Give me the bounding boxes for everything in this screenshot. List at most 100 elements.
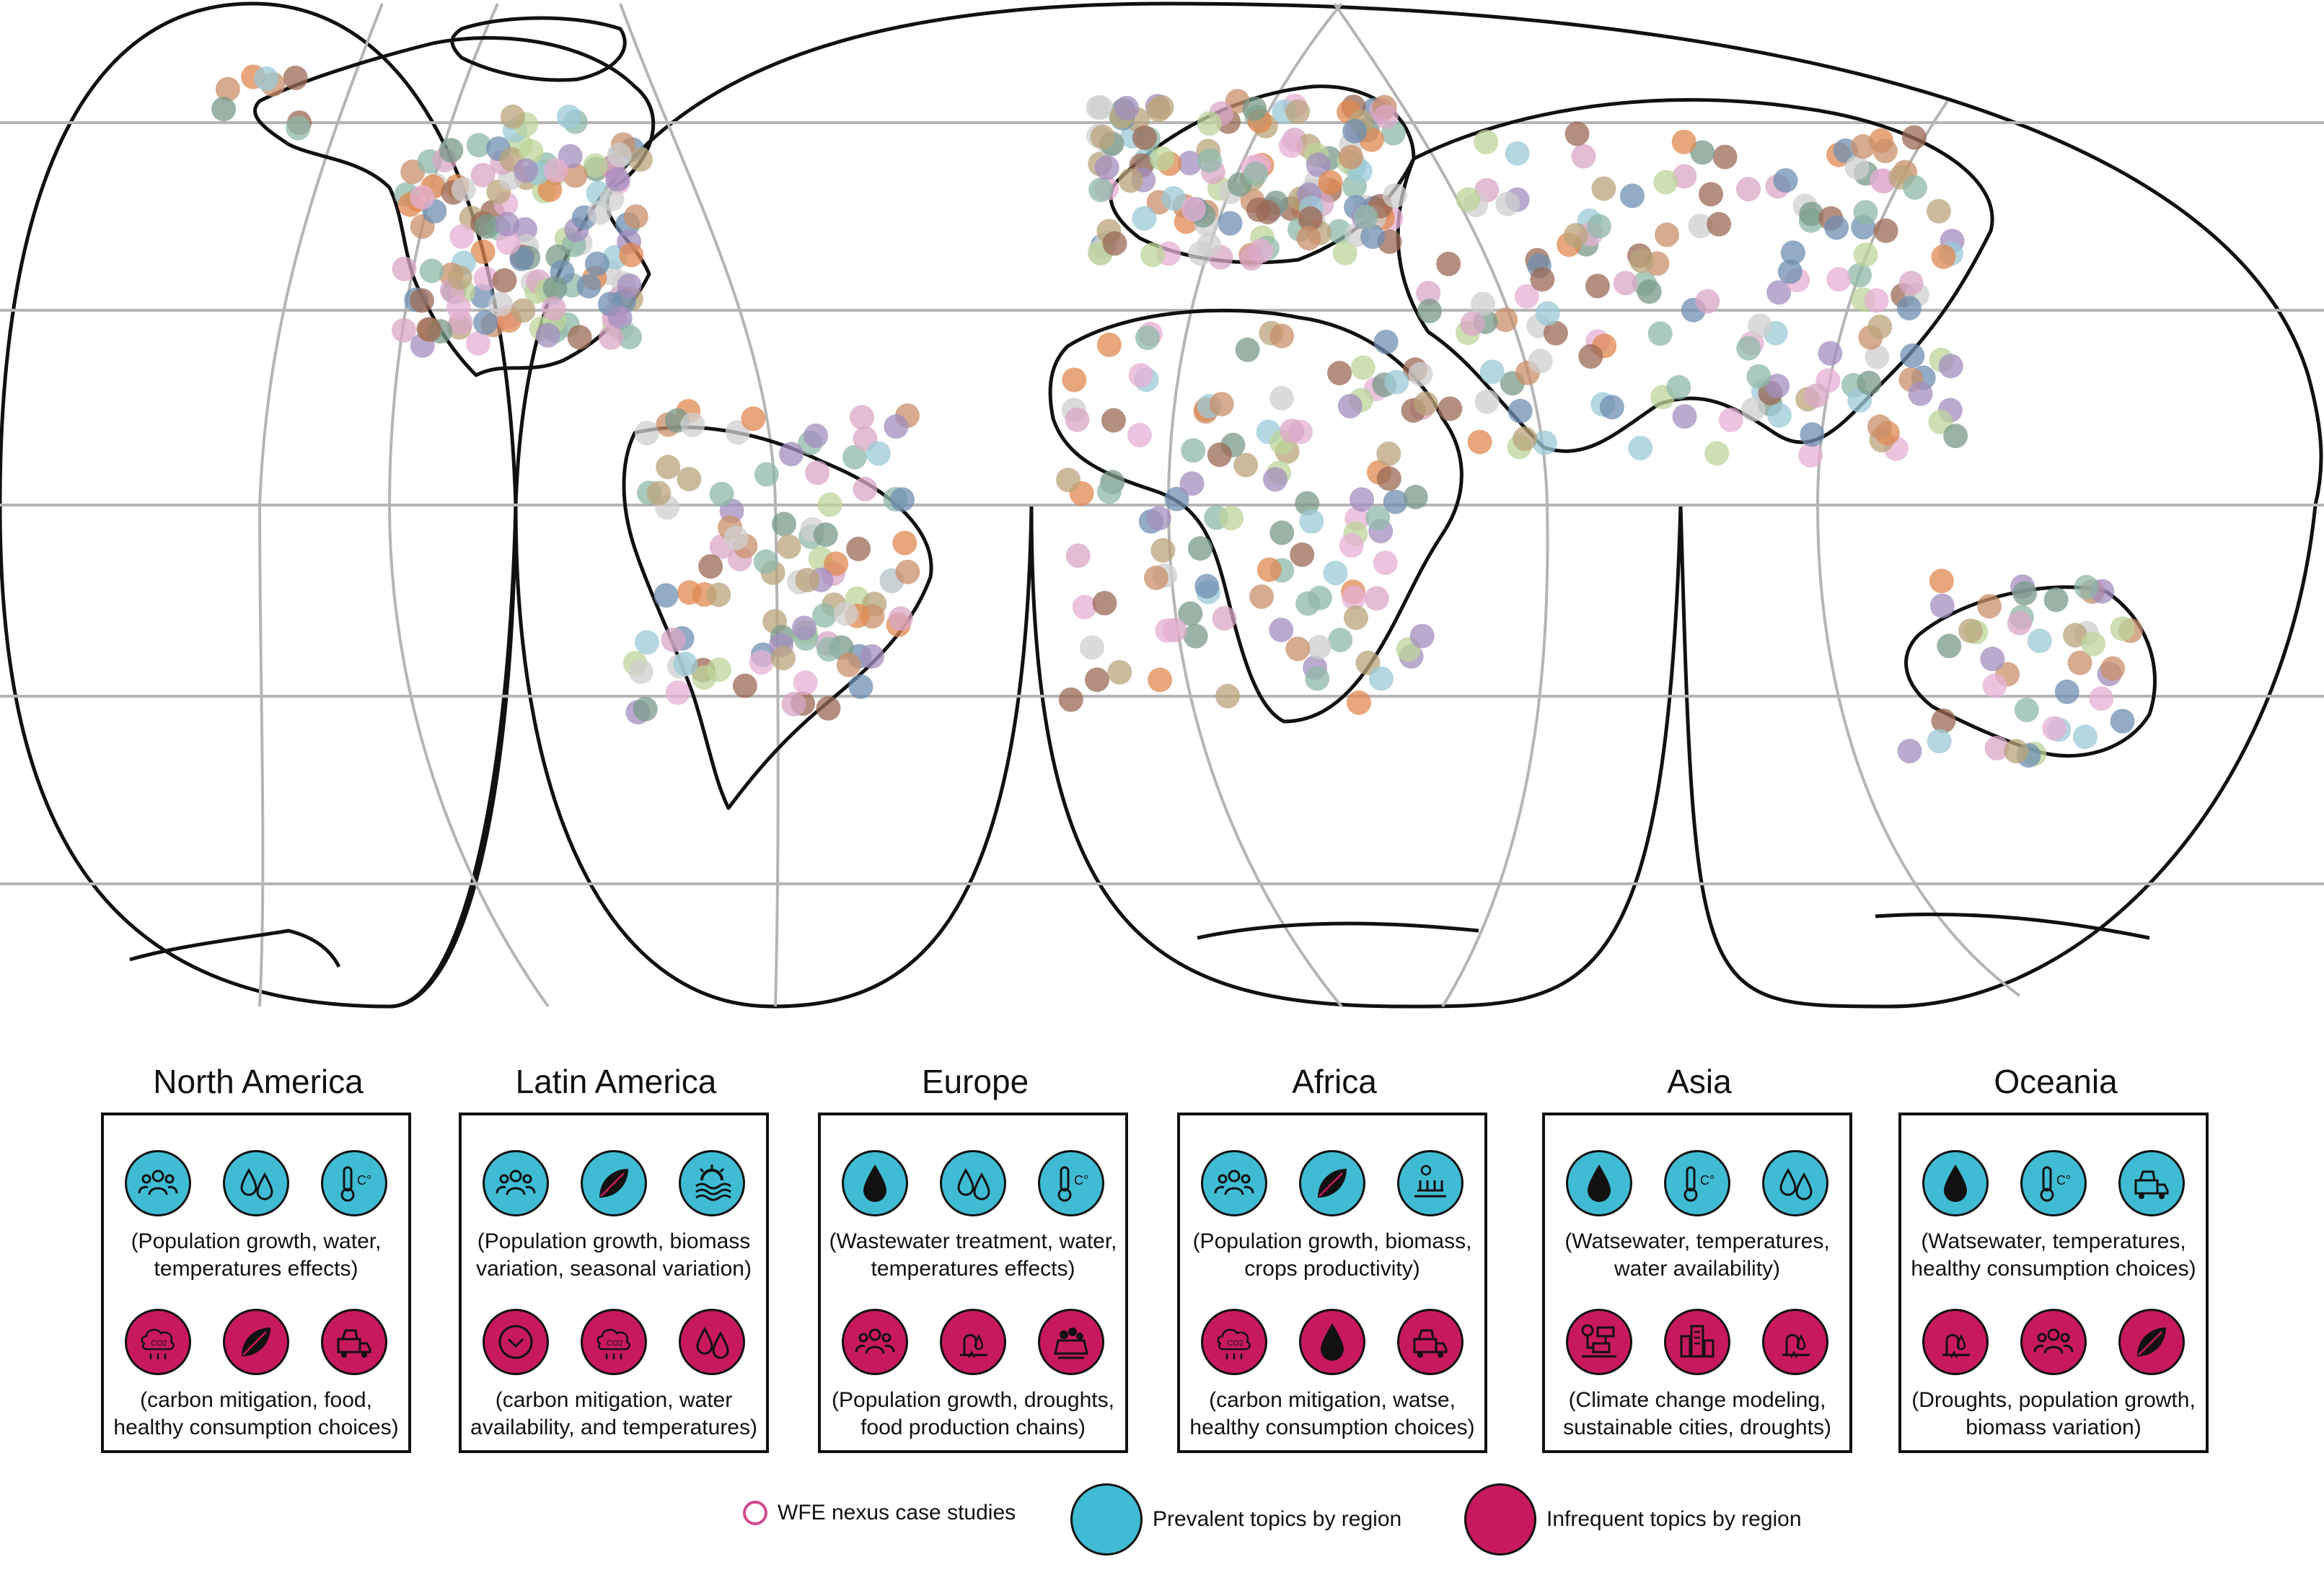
wastewater-drop-icon bbox=[1299, 1309, 1365, 1375]
case-study-point bbox=[2054, 679, 2079, 704]
case-study-point bbox=[1332, 240, 1357, 266]
water-drops-icon bbox=[223, 1150, 289, 1216]
legend: WFE nexus case studies Prevalent topics … bbox=[0, 1483, 2324, 1566]
case-study-point bbox=[1143, 565, 1168, 590]
case-study-point bbox=[1798, 443, 1823, 468]
city-icon bbox=[1664, 1309, 1730, 1375]
population-icon bbox=[842, 1309, 908, 1375]
infrequent-icons bbox=[1545, 1309, 1849, 1375]
case-study-point bbox=[519, 139, 544, 164]
case-study-point bbox=[1269, 618, 1294, 643]
case-study-point bbox=[511, 298, 536, 323]
case-study-point bbox=[2007, 610, 2032, 636]
case-study-point bbox=[1896, 296, 1922, 321]
wastewater-drop-icon bbox=[842, 1150, 908, 1216]
region-panel: North America C° (Population growth, water… bbox=[101, 1061, 415, 1453]
case-study-point bbox=[1342, 118, 1368, 144]
case-study-point bbox=[1927, 729, 1952, 754]
case-study-point bbox=[1342, 585, 1366, 610]
case-study-point bbox=[1376, 441, 1401, 466]
prevalent-swatch bbox=[1070, 1483, 1143, 1556]
case-study-point bbox=[619, 242, 644, 268]
population-icon bbox=[483, 1150, 549, 1216]
case-study-point bbox=[1929, 593, 1955, 618]
case-study-point bbox=[1096, 332, 1122, 357]
case-study-point bbox=[833, 601, 858, 626]
case-study-point bbox=[2110, 708, 2135, 734]
case-study-point bbox=[813, 522, 838, 548]
case-study-point bbox=[812, 603, 837, 628]
case-study-point bbox=[1530, 267, 1555, 292]
case-study-point bbox=[1197, 111, 1222, 136]
case-study-point bbox=[1298, 206, 1323, 231]
case-study-point bbox=[500, 104, 525, 129]
case-study-point bbox=[1984, 735, 2010, 760]
case-study-point bbox=[537, 177, 563, 202]
case-study-point bbox=[1218, 211, 1243, 236]
case-study-point bbox=[850, 405, 874, 430]
case-study-point bbox=[1255, 199, 1280, 224]
region-panel: Latin America (Population growth, biomass… bbox=[459, 1061, 773, 1453]
case-study-point bbox=[1647, 321, 1673, 346]
case-study-point bbox=[2072, 724, 2098, 750]
case-study-point bbox=[1215, 683, 1240, 708]
case-study-point bbox=[1532, 430, 1557, 455]
case-study-point bbox=[665, 680, 690, 706]
case-study-point bbox=[1599, 395, 1624, 420]
region-box: (Population growth, biomass, crops produ… bbox=[1177, 1113, 1487, 1453]
case-study-point bbox=[824, 551, 849, 576]
case-study-point bbox=[890, 487, 915, 512]
prevalent-caption: (Population growth, biomass, crops produ… bbox=[1192, 1229, 1472, 1281]
temperature-icon: C° bbox=[1038, 1150, 1104, 1216]
case-study-point bbox=[895, 559, 920, 584]
case-study-point bbox=[628, 659, 653, 684]
case-study-point bbox=[1403, 484, 1428, 509]
case-study-point bbox=[1155, 618, 1180, 643]
leaf-icon bbox=[1299, 1150, 1365, 1216]
case-study-point bbox=[1867, 315, 1893, 339]
case-study-point bbox=[1382, 183, 1407, 209]
case-study-point bbox=[607, 142, 632, 167]
case-study-point bbox=[1513, 426, 1538, 452]
case-study-point bbox=[1931, 244, 1956, 269]
case-study-point bbox=[1365, 505, 1391, 530]
antarctica-east bbox=[1197, 912, 2150, 940]
case-study-point bbox=[215, 76, 240, 102]
case-study-point bbox=[2110, 616, 2135, 641]
drought-icon bbox=[940, 1309, 1006, 1375]
case-study-point bbox=[709, 481, 734, 506]
case-study-point bbox=[2043, 587, 2069, 613]
case-study-point bbox=[254, 66, 279, 91]
case-study-point bbox=[1528, 348, 1553, 374]
prevalent-caption: (Watsewater, temperatures, healthy consu… bbox=[1911, 1229, 2196, 1281]
case-study-point bbox=[1857, 370, 1882, 395]
case-study-point bbox=[1364, 586, 1389, 611]
case-study-point bbox=[465, 330, 490, 356]
drought-icon bbox=[1762, 1309, 1828, 1375]
case-study-point bbox=[1140, 242, 1166, 268]
case-study-point bbox=[392, 256, 417, 281]
co2-icon: CO2 bbox=[125, 1309, 191, 1375]
case-study-point bbox=[470, 162, 496, 188]
case-study-point bbox=[1306, 152, 1331, 177]
case-study-point bbox=[1873, 218, 1898, 243]
case-study-point bbox=[1736, 335, 1761, 361]
case-study-point bbox=[1799, 201, 1824, 227]
case-study-point bbox=[1853, 200, 1878, 225]
case-study-point bbox=[1177, 150, 1202, 175]
case-study-point bbox=[1765, 373, 1790, 398]
case-study-point bbox=[1072, 595, 1097, 620]
case-study-point bbox=[1084, 667, 1109, 693]
case-study-point bbox=[628, 147, 653, 172]
legend-infrequent: Infrequent topics by region bbox=[1464, 1483, 1802, 1556]
case-study-point bbox=[1194, 574, 1220, 599]
case-study-point bbox=[2067, 650, 2092, 675]
case-study-point bbox=[1902, 175, 1927, 200]
case-study-point bbox=[1564, 121, 1590, 146]
case-study-point bbox=[1409, 623, 1435, 649]
case-study-point bbox=[1628, 436, 1653, 460]
case-study-point bbox=[1127, 423, 1152, 447]
case-study-point bbox=[772, 512, 796, 537]
case-study-point bbox=[587, 200, 612, 225]
case-study-point bbox=[409, 288, 434, 313]
